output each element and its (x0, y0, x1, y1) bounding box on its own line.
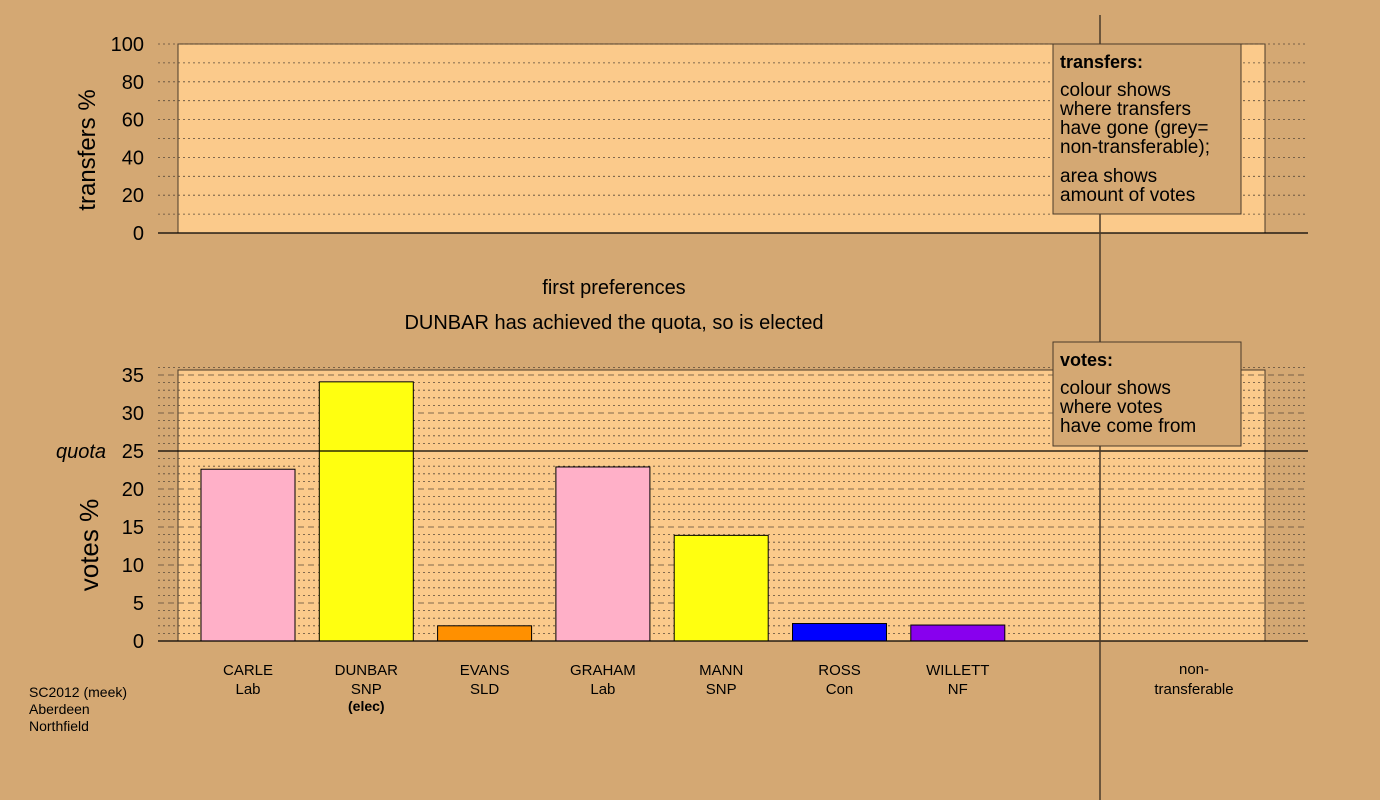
candidate-party: Lab (235, 681, 260, 698)
y-tick-label: 0 (133, 631, 144, 653)
transfers-legend-line: have gone (grey= (1060, 118, 1208, 139)
transfers-legend-line: amount of votes (1060, 185, 1195, 206)
candidate-party: SNP (351, 681, 382, 698)
votes-y-axis-label: votes % (74, 499, 104, 592)
y-tick-label: 10 (122, 555, 144, 577)
candidate-name: DUNBAR (335, 662, 399, 679)
transfers-legend-box (1052, 43, 1242, 215)
source-caption: SC2012 (meek) Aberdeen Northfield (29, 684, 127, 734)
transfers-y-axis-label: transfers % (74, 89, 101, 210)
votes-y-ticks: 0 5 10 15 20 25 30 35 (122, 365, 144, 653)
y-tick-label: 30 (122, 403, 144, 425)
votes-legend-title: votes: (1060, 350, 1113, 370)
y-tick-label: 100 (111, 34, 144, 56)
transfers-legend-title: transfers: (1060, 52, 1143, 72)
transfers-legend-line: non-transferable); (1060, 137, 1210, 158)
y-tick-label: 80 (122, 72, 144, 94)
transfers-legend: transfers: colour shows where transfers … (1052, 43, 1242, 215)
source-line: Northfield (29, 718, 89, 734)
quota-label: quota (56, 441, 106, 463)
stage-title: first preferences (542, 277, 685, 299)
candidate-labels: CARLELabDUNBARSNP(elec)EVANSSLDGRAHAMLab… (223, 662, 989, 714)
y-tick-label: 35 (122, 365, 144, 387)
y-tick-label: 60 (122, 110, 144, 132)
y-tick-label: 40 (122, 147, 144, 169)
y-tick-label: 25 (122, 441, 144, 463)
transfers-legend-line: area shows (1060, 166, 1157, 187)
candidate-status: (elec) (348, 698, 385, 714)
candidate-name: MANN (699, 662, 743, 679)
bar-evans (437, 625, 533, 642)
bar-dunbar (318, 381, 414, 642)
source-line: SC2012 (meek) (29, 684, 127, 700)
y-tick-label: 20 (122, 479, 144, 501)
votes-bars (200, 381, 1006, 642)
candidate-name: WILLETT (926, 662, 989, 679)
votes-legend-box (1052, 341, 1242, 447)
bar-ross (792, 623, 887, 642)
votes-legend-line: have come from (1060, 416, 1196, 437)
transfers-y-ticks: 0 20 40 60 80 100 (111, 34, 144, 245)
candidate-party: Con (826, 681, 854, 698)
y-tick-label: 20 (122, 185, 144, 207)
y-tick-label: 0 (133, 223, 144, 245)
bar-willett (910, 624, 1006, 642)
votes-panel: 0 5 10 15 20 25 30 35 quota votes % CARLE Lab DUN… (56, 365, 1308, 714)
votes-legend: votes: colour shows where votes have com… (1052, 341, 1242, 447)
bar-mann (673, 534, 769, 642)
votes-legend-line: colour shows (1060, 378, 1171, 399)
candidate-name: CARLE (223, 662, 273, 679)
y-tick-label: 15 (122, 517, 144, 539)
candidate-party: Lab (590, 681, 615, 698)
candidate-party: SLD (470, 681, 499, 698)
candidate-name: EVANS (460, 662, 510, 679)
bar-carle (200, 468, 296, 642)
nontransferable-label-line1: non- (1179, 661, 1209, 678)
candidate-name: GRAHAM (570, 662, 636, 679)
bar-graham (555, 466, 651, 642)
nontransferable-label-line2: transferable (1154, 681, 1233, 698)
candidate-party: NF (948, 681, 968, 698)
transfers-legend-line: colour shows (1060, 80, 1171, 101)
transfers-legend-line: where transfers (1059, 99, 1191, 120)
source-line: Aberdeen (29, 701, 90, 717)
y-tick-label: 5 (133, 593, 144, 615)
votes-legend-line: where votes (1059, 397, 1162, 418)
stage-subtitle: DUNBAR has achieved the quota, so is ele… (404, 312, 823, 334)
transfers-gridlines (158, 43, 1308, 215)
candidate-party: SNP (706, 681, 737, 698)
candidate-name: ROSS (818, 662, 861, 679)
